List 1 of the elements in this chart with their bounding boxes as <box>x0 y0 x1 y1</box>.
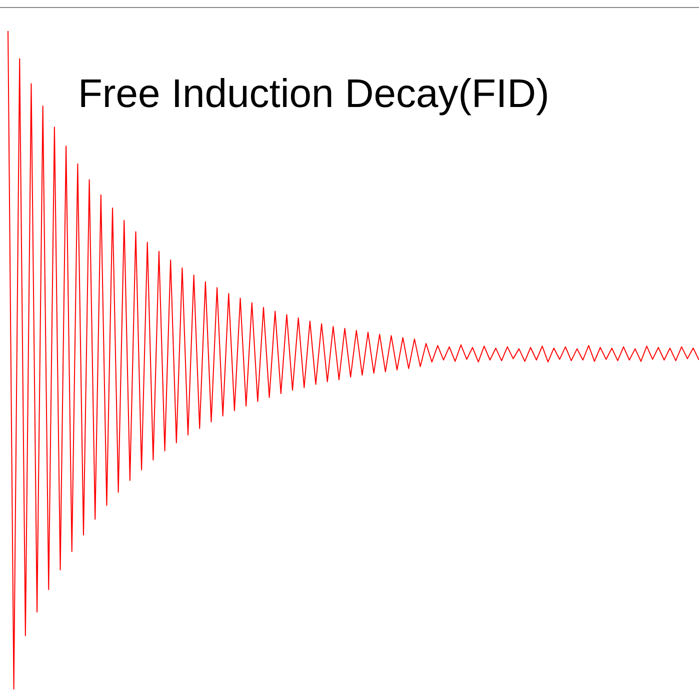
text: Free Induction Decay(FID) <box>78 72 550 117</box>
